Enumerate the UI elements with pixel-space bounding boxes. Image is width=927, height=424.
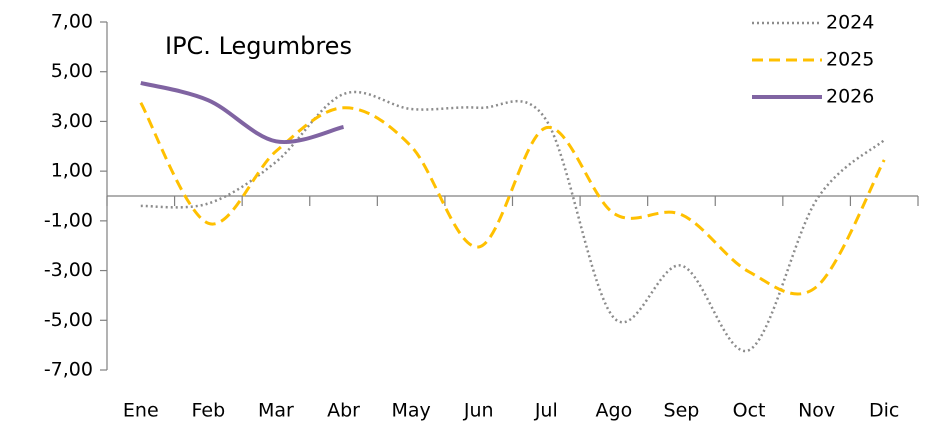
series-line (140, 80, 345, 145)
legend-label: 2025 (826, 49, 874, 71)
y-tick-label: 3,00 (51, 110, 93, 132)
x-tick-label: Abr (327, 400, 360, 422)
y-tick-label: -3,00 (44, 259, 93, 281)
y-tick-label: -1,00 (44, 209, 93, 231)
x-tick-label: Mar (258, 400, 294, 422)
x-tick-label: Oct (733, 400, 766, 422)
x-tick-label: Dic (869, 400, 899, 422)
y-tick-label: -7,00 (44, 359, 93, 381)
x-tick-label: Jun (463, 400, 494, 422)
x-tick-label: Ene (123, 400, 159, 422)
legend-label: 2024 (826, 12, 874, 34)
x-tick-label: Jul (534, 400, 558, 422)
x-tick-label: Ago (596, 400, 633, 422)
series-line (139, 102, 886, 296)
x-tick-label: May (391, 400, 430, 422)
legend-label: 2026 (826, 86, 874, 108)
y-tick-label: -5,00 (44, 309, 93, 331)
y-tick-label: 1,00 (51, 160, 93, 182)
x-tick-label: Feb (192, 400, 226, 422)
x-tick-label: Sep (664, 400, 700, 422)
chart-title: IPC. Legumbres (165, 32, 352, 60)
x-tick-label: Nov (798, 400, 835, 422)
y-tick-label: 7,00 (51, 11, 93, 33)
y-tick-label: 5,00 (51, 60, 93, 82)
